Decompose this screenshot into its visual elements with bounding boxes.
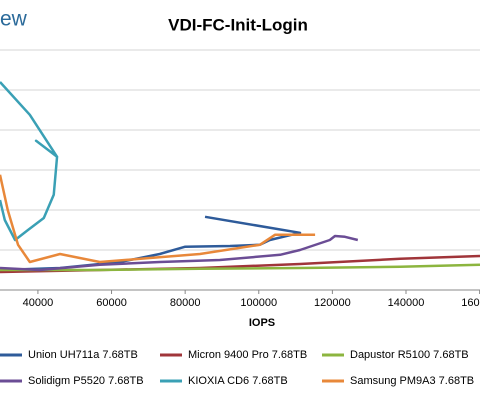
series-line — [0, 81, 59, 242]
legend-label: KIOXIA CD6 7.68TB — [188, 375, 288, 387]
x-tick-label: 60000 — [96, 297, 127, 309]
logo: ew — [0, 8, 28, 31]
series-line — [0, 174, 316, 264]
legend-label: Union UH711a 7.68TB — [28, 349, 138, 361]
x-tick-label: 100000 — [240, 297, 277, 309]
series-line — [0, 234, 359, 272]
x-tick-label: 80000 — [170, 297, 201, 309]
legend-label: Micron 9400 Pro 7.68TB — [188, 349, 307, 361]
chart-title: VDI-FC-Init-Login — [168, 15, 308, 34]
x-tick-label: 160000 — [461, 297, 480, 309]
x-axis-label: IOPS — [249, 317, 275, 329]
legend-label: Solidigm P5520 7.68TB — [28, 375, 144, 387]
x-tick-label: 120000 — [314, 297, 351, 309]
legend-label: Dapustor R5100 7.68TB — [350, 349, 469, 361]
x-tick-label: 40000 — [23, 297, 54, 309]
legend-label: Samsung PM9A3 7.68TB — [350, 375, 474, 387]
series-line — [0, 263, 480, 272]
x-tick-label: 140000 — [388, 297, 425, 309]
